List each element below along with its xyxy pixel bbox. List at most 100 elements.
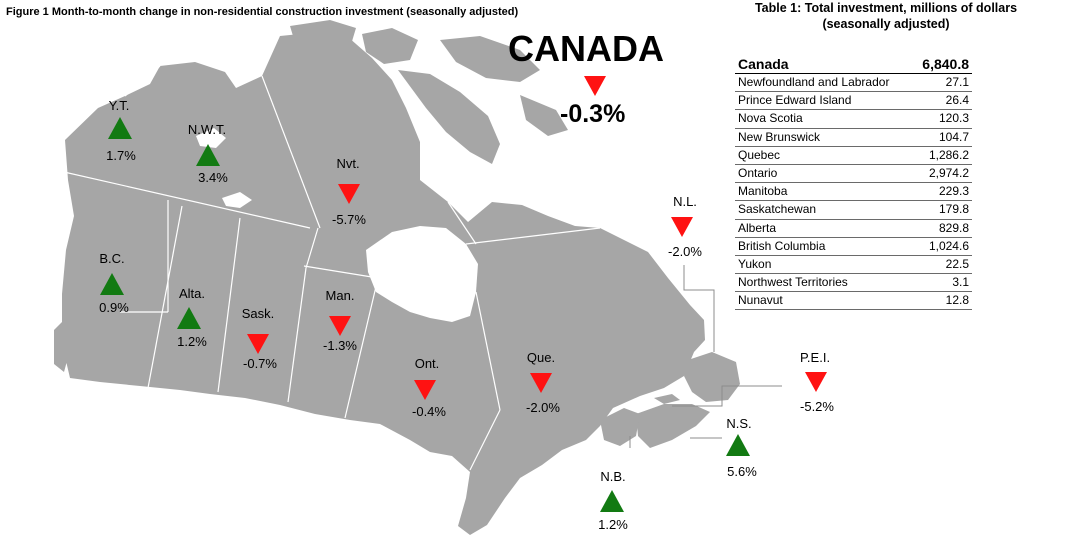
arctic-island: [440, 36, 540, 82]
national-change: -0.3%: [560, 100, 626, 128]
ont-down-arrow-icon: [414, 380, 436, 400]
region-change-ns: 5.6%: [727, 464, 757, 479]
table-title: Table 1: Total investment, millions of d…: [700, 0, 1072, 32]
vancouver-island: [54, 320, 70, 372]
row-name: Prince Edward Island: [735, 91, 913, 111]
table-row: Northwest Territories 3.1: [735, 273, 972, 293]
region-change-sask: -0.7%: [243, 356, 277, 371]
table-row: Prince Edward Island 26.4: [735, 91, 972, 111]
region-abbr-nb: N.B.: [600, 469, 626, 484]
row-value: 22.5: [912, 255, 972, 275]
region-change-nwt: 3.4%: [198, 170, 228, 185]
row-name: Newfoundland and Labrador: [735, 73, 913, 93]
man-down-arrow-icon: [329, 316, 351, 336]
alta-up-arrow-icon: [177, 307, 201, 329]
region-abbr-alta: Alta.: [178, 286, 205, 301]
row-value: 6,840.8: [912, 55, 972, 74]
row-name: Alberta: [735, 219, 913, 238]
row-value: 1,286.2: [912, 146, 972, 165]
row-name: Yukon: [735, 255, 913, 275]
region-change-pei: -5.2%: [800, 399, 834, 414]
row-name: Nova Scotia: [735, 109, 913, 129]
row-name: Northwest Territories: [735, 273, 913, 293]
region-abbr-man: Man.: [325, 288, 355, 303]
arctic-island: [398, 70, 500, 164]
region-abbr-pei: P.E.I.: [799, 350, 831, 365]
arctic-island: [290, 20, 356, 54]
region-abbr-que: Que.: [526, 350, 556, 365]
row-name: Quebec: [735, 146, 913, 165]
yt-up-arrow-icon: [108, 117, 132, 139]
row-name: Manitoba: [735, 182, 913, 202]
row-value: 179.8: [912, 200, 972, 220]
pei-down-arrow-icon: [805, 372, 827, 392]
nb-up-arrow-icon: [600, 490, 624, 512]
table-row: Ontario 2,974.2: [735, 164, 972, 184]
region-change-nvt: -5.7%: [332, 212, 366, 227]
table-row: Saskatchewan 179.8: [735, 200, 972, 220]
hudson-bay: [366, 226, 478, 322]
region-abbr-nwt: N.W.T.: [187, 122, 227, 137]
row-value: 2,974.2: [912, 164, 972, 184]
region-change-bc: 0.9%: [99, 300, 129, 315]
row-name: Nunavut: [735, 291, 913, 311]
nl-down-arrow-icon: [671, 217, 693, 237]
region-abbr-ont: Ont.: [414, 356, 440, 371]
row-value: 829.8: [912, 219, 972, 238]
row-name: Ontario: [735, 164, 913, 184]
table-row-total: Canada 6,840.8: [735, 55, 972, 74]
region-abbr-nvt: Nvt.: [336, 156, 360, 171]
table-row: Quebec 1,286.2: [735, 146, 972, 165]
nvt-down-arrow-icon: [338, 184, 360, 204]
row-value: 1,024.6: [912, 237, 972, 256]
table-row: New Brunswick 104.7: [735, 128, 972, 147]
table-row: Newfoundland and Labrador 27.1: [735, 73, 972, 93]
lake: [222, 192, 252, 208]
region-change-man: -1.3%: [323, 338, 357, 353]
row-name: New Brunswick: [735, 128, 913, 147]
row-value: 120.3: [912, 109, 972, 129]
national-name: CANADA: [508, 28, 664, 69]
table-row: Alberta 829.8: [735, 219, 972, 238]
region-abbr-ns: N.S.: [726, 416, 752, 431]
table-row: British Columbia 1,024.6: [735, 237, 972, 256]
bc-up-arrow-icon: [100, 273, 124, 295]
region-change-nl: -2.0%: [668, 244, 702, 259]
row-name: Canada: [735, 55, 913, 74]
que-down-arrow-icon: [530, 373, 552, 393]
region-abbr-nl: N.L.: [673, 194, 697, 209]
row-value: 229.3: [912, 182, 972, 202]
nova-scotia-shape: [636, 404, 710, 448]
table-row: Manitoba 229.3: [735, 182, 972, 202]
table-row: Nova Scotia 120.3: [735, 109, 972, 129]
table-row: Nunavut 12.8: [735, 291, 972, 311]
sask-down-arrow-icon: [247, 334, 269, 354]
arctic-island: [362, 28, 418, 64]
row-value: 12.8: [912, 291, 972, 311]
table-title-line1: Table 1: Total investment, millions of d…: [754, 1, 1018, 15]
ns-up-arrow-icon: [726, 434, 750, 456]
row-value: 26.4: [912, 91, 972, 111]
pei-shape: [654, 394, 680, 404]
row-value: 27.1: [912, 73, 972, 93]
table-row: Yukon 22.5: [735, 255, 972, 275]
region-change-que: -2.0%: [526, 400, 560, 415]
region-abbr-yt: Y.T.: [108, 98, 130, 113]
provincial-borders: [63, 65, 601, 471]
row-value: 3.1: [912, 273, 972, 293]
region-abbr-bc: B.C.: [99, 251, 125, 266]
region-change-nb: 1.2%: [598, 517, 628, 532]
newfoundland-island: [684, 352, 740, 402]
figure-title: Figure 1 Month-to-month change in non-re…: [6, 6, 519, 18]
national-down-arrow-icon: [584, 76, 606, 96]
row-value: 104.7: [912, 128, 972, 147]
lake: [196, 128, 226, 148]
nwt-up-arrow-icon: [196, 144, 220, 166]
investment-table: Canada 6,840.8 Newfoundland and Labrador…: [735, 55, 972, 311]
region-abbr-sask: Sask.: [241, 306, 275, 321]
row-name: British Columbia: [735, 237, 913, 256]
region-change-yt: 1.7%: [106, 148, 136, 163]
row-name: Saskatchewan: [735, 200, 913, 220]
leader-lines: [629, 265, 782, 448]
